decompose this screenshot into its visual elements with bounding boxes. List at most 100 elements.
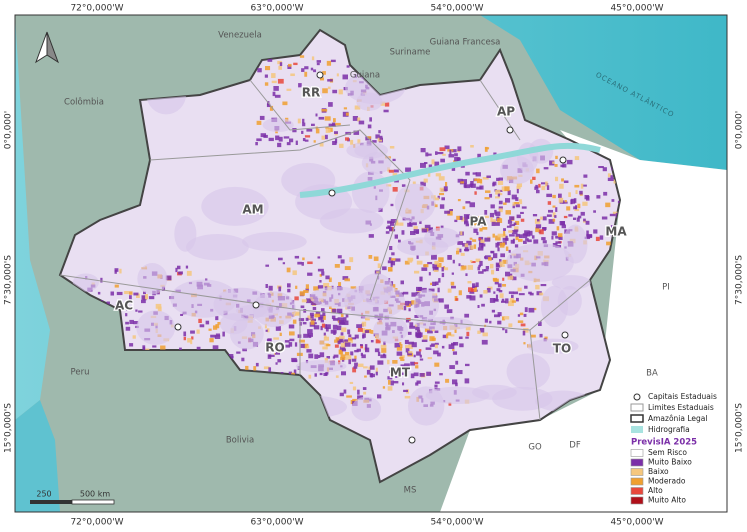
- risk-cell: [469, 202, 476, 208]
- risk-cell: [273, 86, 279, 91]
- risk-cell: [472, 283, 476, 288]
- risk-cell: [318, 314, 324, 319]
- risk-cell: [464, 218, 468, 223]
- forest-cell: [354, 144, 378, 158]
- risk-cell: [346, 395, 352, 398]
- risk-cell: [389, 227, 393, 231]
- risk-cell: [335, 122, 341, 126]
- risk-cell: [213, 325, 218, 330]
- risk-cell: [427, 153, 432, 156]
- legend-label: Capitais Estaduais: [648, 392, 717, 401]
- risk-cell: [416, 380, 421, 384]
- risk-cell: [507, 190, 511, 196]
- risk-cell: [305, 284, 309, 289]
- risk-cell: [454, 153, 458, 157]
- risk-cell: [395, 220, 399, 225]
- risk-cell: [292, 319, 297, 324]
- country-label: Guiana Francesa: [430, 38, 501, 48]
- risk-cell: [551, 235, 554, 240]
- risk-cell: [503, 228, 506, 231]
- risk-cell: [334, 138, 338, 144]
- risk-cell: [460, 231, 463, 236]
- risk-cell: [472, 239, 477, 242]
- risk-cell: [315, 113, 318, 117]
- risk-cell: [530, 179, 533, 184]
- risk-cell: [396, 347, 403, 351]
- risk-cell: [321, 323, 326, 328]
- grid-bottom: 72°0,000'W: [70, 518, 123, 528]
- risk-cell: [399, 222, 404, 226]
- risk-cell: [324, 116, 331, 121]
- risk-cell: [489, 298, 496, 303]
- risk-cell: [364, 344, 368, 349]
- risk-cell: [400, 355, 405, 358]
- risk-cell: [337, 317, 341, 322]
- risk-cell: [345, 352, 350, 356]
- risk-cell: [464, 378, 470, 384]
- risk-cell: [322, 311, 326, 316]
- risk-cell: [479, 260, 483, 266]
- risk-cell: [424, 162, 428, 165]
- state-label: RO: [265, 341, 284, 355]
- risk-cell: [408, 308, 411, 312]
- risk-cell: [452, 379, 458, 385]
- risk-cell: [412, 222, 417, 226]
- risk-cell: [413, 226, 418, 230]
- risk-cell: [440, 158, 445, 163]
- risk-cell: [501, 300, 506, 303]
- risk-cell: [530, 334, 536, 338]
- risk-cell: [360, 345, 364, 349]
- risk-cell: [466, 331, 470, 337]
- risk-cell: [322, 71, 326, 75]
- legend-symbol: [633, 393, 641, 401]
- risk-cell: [277, 78, 284, 84]
- state-label: TO: [553, 342, 571, 356]
- risk-cell: [515, 233, 520, 237]
- risk-cell: [318, 317, 323, 321]
- risk-cell: [160, 345, 166, 350]
- risk-cell: [455, 382, 458, 387]
- risk-cell: [477, 153, 481, 159]
- risk-cell: [419, 358, 424, 361]
- risk-cell: [484, 269, 489, 272]
- risk-cell: [499, 259, 502, 264]
- risk-cell: [586, 230, 589, 236]
- risk-cell: [416, 260, 423, 265]
- risk-cell: [523, 313, 527, 317]
- risk-cell: [412, 181, 416, 185]
- risk-cell: [536, 291, 542, 296]
- risk-cell: [404, 363, 410, 367]
- risk-cell: [155, 303, 162, 309]
- risk-cell: [178, 271, 183, 275]
- risk-cell: [416, 255, 419, 259]
- risk-cell: [441, 345, 445, 349]
- risk-cell: [400, 358, 405, 361]
- risk-cell: [497, 320, 502, 325]
- forest-cell: [527, 338, 579, 355]
- risk-cell: [357, 117, 361, 122]
- risk-cell: [612, 211, 618, 215]
- risk-cell: [317, 256, 321, 259]
- risk-cell: [470, 245, 474, 250]
- risk-cell: [348, 359, 351, 365]
- risk-cell: [509, 234, 515, 237]
- risk-cell: [468, 287, 473, 293]
- risk-cell: [607, 173, 611, 178]
- risk-cell: [345, 137, 349, 141]
- risk-cell: [494, 314, 500, 318]
- risk-cell: [407, 257, 414, 262]
- risk-cell: [346, 65, 350, 68]
- risk-cell: [459, 343, 464, 348]
- risk-cell: [413, 229, 420, 234]
- risk-cell: [283, 136, 290, 139]
- risk-cell: [339, 392, 344, 397]
- risk-cell: [472, 172, 477, 175]
- risk-cell: [510, 239, 515, 244]
- risk-cell: [338, 89, 343, 95]
- risk-cell: [586, 235, 593, 239]
- risk-cell: [547, 201, 552, 205]
- risk-cell: [476, 186, 482, 190]
- risk-cell: [256, 138, 262, 142]
- risk-cell: [519, 200, 523, 205]
- risk-cell: [382, 386, 386, 389]
